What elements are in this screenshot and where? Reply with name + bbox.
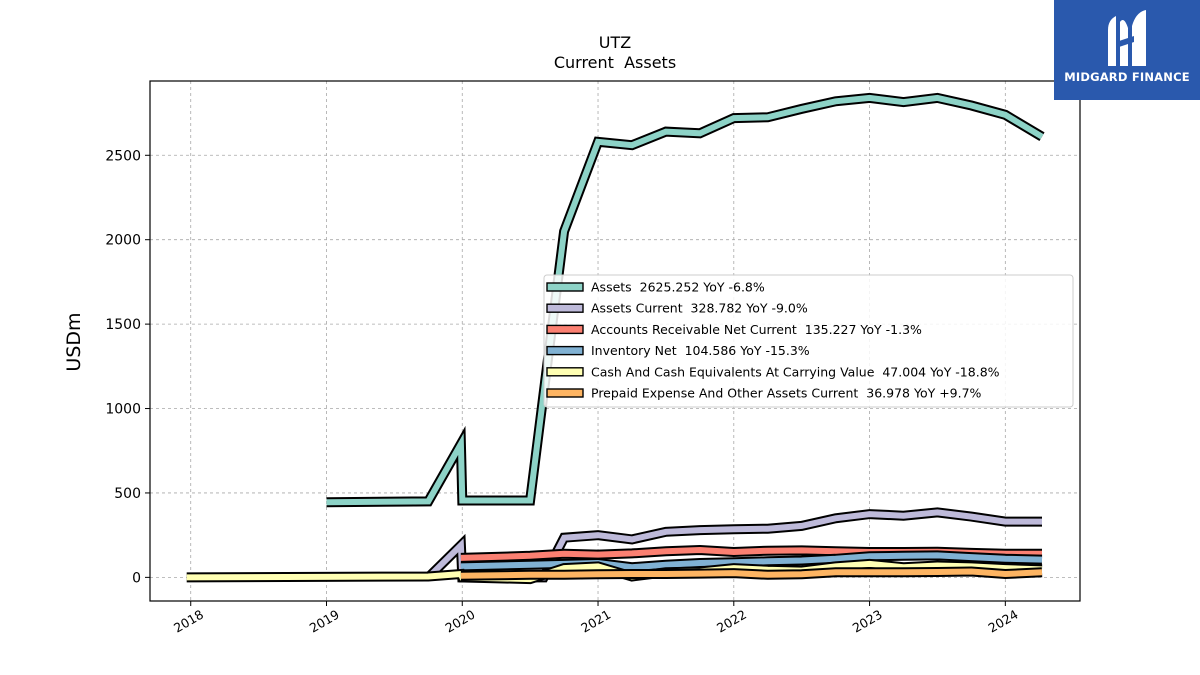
legend-swatch [546,388,584,398]
x-tick-label: 2020 [442,607,477,636]
y-axis-label: USDm [63,312,85,371]
legend-swatch [546,324,584,335]
legend-label: Prepaid Expense And Other Assets Current… [591,386,982,401]
brand-logo: MIDGARD FINANCE [1054,0,1200,100]
legend-label: Cash And Cash Equivalents At Carrying Va… [591,364,1000,379]
legend-label: Accounts Receivable Net Current 135.227 … [591,322,922,337]
y-tick-label: 1500 [105,317,141,333]
logo-mark-icon [1108,10,1146,66]
plot-frame [149,80,1081,602]
legend-label: Inventory Net 104.586 YoY -15.3% [591,343,810,358]
axis-ticks: 2018 2019 2020 2021 2022 2023 2024 0 500 1000 1500… [105,148,1020,635]
series-line [460,568,1043,579]
legend-box [543,274,1074,408]
series-line [326,94,1044,506]
chart-subtitle: Current Assets [554,53,676,72]
x-tick-label: 2023 [850,607,885,636]
legend-swatch [546,303,584,313]
y-tick-label: 1000 [105,402,141,418]
x-tick-label: 2022 [714,607,749,636]
y-tick-label: 500 [114,486,141,502]
legend-swatch [546,282,584,292]
x-tick-label: 2019 [307,607,342,636]
legend-label: Assets 2625.252 YoY -6.8% [591,280,765,295]
x-tick-label: 2021 [578,607,613,636]
y-tick-label: 2000 [105,233,141,249]
legend-swatch [546,345,584,356]
series-lines [186,92,1045,585]
legend: Assets 2625.252 YoY -6.8% Assets Current … [543,274,1074,408]
logo-text: MIDGARD FINANCE [1064,70,1190,84]
chart-title: UTZ [599,33,631,52]
legend-swatch [546,367,584,377]
legend-label: Assets Current 328.782 YoY -9.0% [591,301,808,316]
y-tick-label: 2500 [105,148,141,164]
x-tick-label: 2018 [171,607,206,636]
y-tick-label: 0 [132,570,141,586]
series-prepaid-expense-and-other-assets-current [460,566,1043,581]
x-tick-label: 2024 [986,607,1021,636]
series-assets [326,92,1045,508]
